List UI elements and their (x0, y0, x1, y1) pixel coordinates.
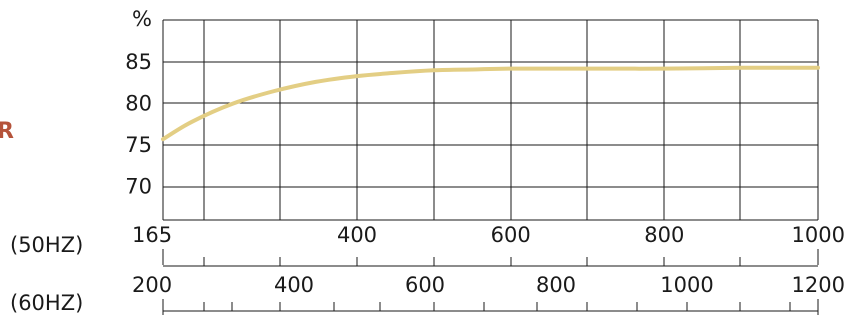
efficiency-series-line (161, 65, 820, 142)
x-axis-row-label-0: (50HZ) (10, 233, 83, 257)
y-tick-label-85: 85 (125, 50, 152, 74)
x-tick-label-60hz-800: 800 (536, 273, 576, 297)
grid-lines (162, 19, 819, 221)
x-tick-label-60hz-1000: 1000 (660, 273, 713, 297)
x-axis-50hz: (50HZ) 165 400 600 800 1000 (10, 223, 845, 267)
y-axis-unit-label: % (132, 7, 152, 31)
x-tick-label-50hz-165: 165 (132, 223, 172, 247)
x-axis-row-label-1: (60HZ) (10, 291, 83, 315)
x-tick-label-50hz-800: 800 (644, 223, 684, 247)
y-tick-label-80: 80 (125, 92, 152, 116)
x-tick-label-60hz-1200: 1200 (792, 273, 845, 297)
x-tick-label-50hz-400: 400 (337, 223, 377, 247)
x-tick-label-50hz-600: 600 (491, 223, 531, 247)
x-tick-label-60hz-400: 400 (274, 273, 314, 297)
x-tick-label-50hz-1000: 1000 (792, 223, 845, 247)
x-tick-label-60hz-200: 200 (132, 273, 172, 297)
y-tick-label-70: 70 (125, 175, 152, 199)
series-group (161, 65, 820, 142)
y-tick-label-75: 75 (125, 133, 152, 157)
side-label: R (0, 119, 14, 144)
y-tick-labels: 70 75 80 85 (125, 50, 152, 199)
x-tick-label-60hz-600: 600 (405, 273, 445, 297)
x-axis-60hz: (60HZ) 200 400 600 800 1000 1200 (10, 273, 845, 315)
